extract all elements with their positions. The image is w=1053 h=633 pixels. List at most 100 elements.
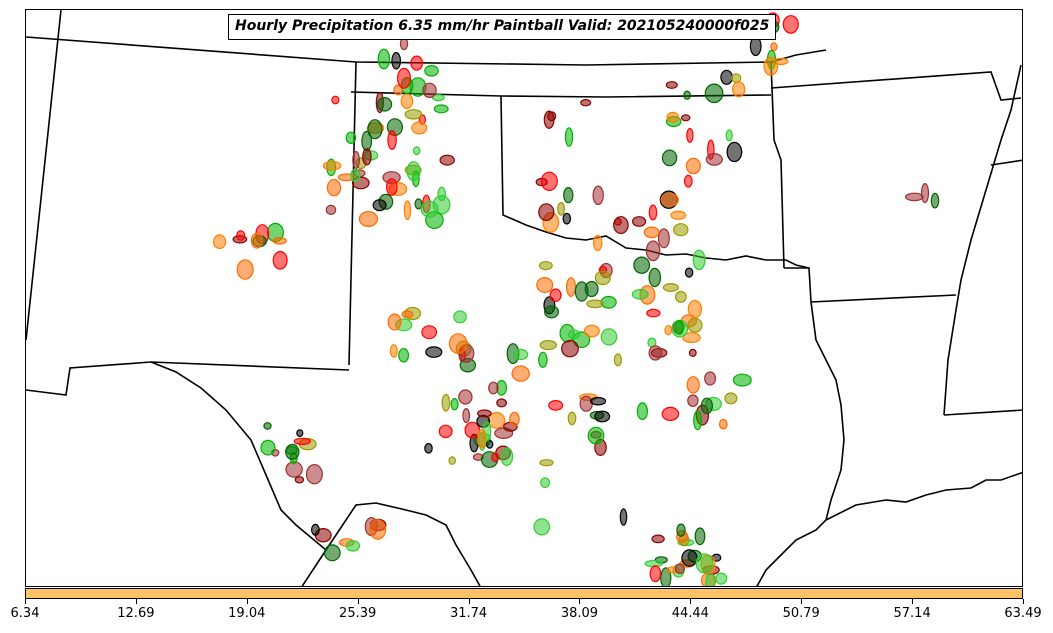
precip-blob [685,157,701,175]
boundary-az-nm [26,361,152,396]
colorbar-tick-mark [246,599,248,604]
precip-blob [693,410,703,431]
precip-blob [511,365,530,382]
colorbar-tick-mark [801,599,803,604]
precip-blob [586,299,604,309]
colorbar-tick-label: 63.49 [1004,606,1042,621]
precip-blob [397,67,412,89]
colorbar-tick-mark [690,599,692,604]
precip-blob [543,305,559,319]
precip-blob [700,397,714,415]
precip-blob [439,154,455,166]
map-panel [25,9,1023,587]
boundary-ok-ar [770,61,785,269]
precip-blob [649,565,662,583]
precip-blob [213,234,227,250]
precip-blob [920,183,930,204]
precip-blob [331,95,340,105]
precip-blob [285,443,300,460]
precip-blob [681,549,698,567]
boundary-ks-ok [500,94,772,98]
precip-blob [692,249,706,271]
precip-blob [393,84,403,96]
precip-blob [377,48,391,70]
precip-blob [720,69,733,85]
colorbar-tick-mark [579,599,581,604]
precip-blob [412,146,421,156]
precip-blob [387,313,402,331]
colorbar-tick-label: 25.39 [339,606,377,621]
precip-blob [683,174,693,188]
precip-blob [260,439,276,456]
colorbar-tick-label: 57.14 [893,606,931,621]
precip-blob [387,129,397,150]
precip-blob [538,351,548,368]
precip-blob [704,371,717,386]
precip-blob [563,187,574,204]
precip-blob [686,127,694,143]
precip-blob [930,192,940,209]
precip-blob [583,324,600,338]
precip-blob [236,230,246,241]
colorbar-tick-label: 12.69 [117,606,155,621]
precip-blob [403,200,412,221]
precip-blob [462,408,471,424]
precip-blob [540,477,551,489]
precip-blob [619,508,628,526]
precip-blob [683,90,691,100]
precip-blob [404,109,423,120]
colorbar-tick-label: 44.44 [671,606,709,621]
precip-blob [491,452,500,463]
precip-blob [565,277,576,297]
precip-blob [406,161,421,182]
precip-blob [661,406,680,421]
precip-paintballs [213,12,940,586]
colorbar-tick-label: 31.74 [449,606,488,621]
precip-blob [567,329,581,340]
precip-blob [421,325,438,340]
precip-blob [664,325,673,336]
precip-blob [724,392,738,405]
precip-blob [453,310,467,324]
precip-blob [687,317,703,333]
precip-blob [648,345,663,361]
map-title: Hourly Precipitation 6.35 mm/hr Paintbal… [228,14,777,40]
colorbar-tick-label: 38.09 [560,606,599,621]
precip-blob [438,424,453,439]
precip-blob [540,171,558,191]
precip-blob [411,121,428,135]
precip-blob [564,127,574,147]
boundary-west [26,10,62,341]
boundary-mo-ar [770,71,1022,101]
precip-blob [305,464,323,485]
precip-blob [631,216,647,227]
precip-blob [592,234,603,252]
precip-blob [684,267,694,278]
precip-blob [250,232,263,249]
precip-blob [401,310,414,319]
boundary-co-east [348,61,357,366]
precip-blob [688,348,697,357]
precip-blob [643,226,660,239]
colorbar-tick-mark [912,599,914,604]
precip-blob [509,411,520,427]
precip-blob [325,204,337,215]
precip-blob [389,344,398,358]
precip-blob [398,347,410,363]
precip-blob [385,178,398,196]
precip-blob [680,114,691,122]
precip-blob [561,340,579,358]
precip-blob [686,376,700,394]
precip-blob [424,64,439,77]
precip-blob [705,572,716,586]
precip-blob [732,373,752,387]
precip-blob [567,411,577,426]
precip-blob [600,328,618,346]
colorbar-tick-label: 19.04 [228,606,266,621]
colorbar-tick-label: 6.34 [10,606,40,621]
precip-blob [400,93,414,109]
colorbar-tick-mark [135,599,137,604]
precip-blob [458,389,473,405]
precip-blob [562,212,572,225]
colorbar-tick-mark [468,599,470,604]
